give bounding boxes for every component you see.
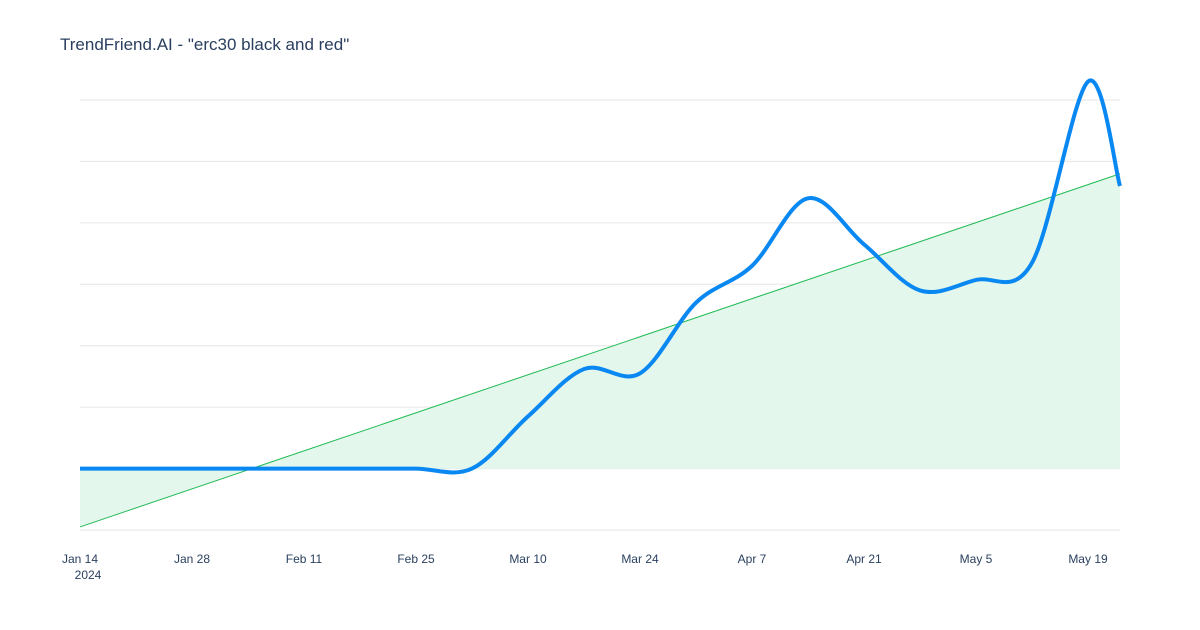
x-tick-label: May 5 bbox=[960, 552, 993, 566]
x-tick-label: Apr 7 bbox=[738, 552, 767, 566]
x-tick-label: Jan 14 bbox=[62, 552, 98, 566]
x-tick-label: Mar 10 bbox=[509, 552, 547, 566]
x-tick-label: Feb 11 bbox=[286, 552, 323, 566]
x-tick-label: Apr 21 bbox=[846, 552, 882, 566]
x-tick-label: Jan 28 bbox=[174, 552, 210, 566]
x-axis-ticks: Jan 14 Jan 28 Feb 11 Feb 25 Mar 10 Mar 24 Apr … bbox=[62, 552, 1108, 582]
x-tick-label: Feb 25 bbox=[397, 552, 435, 566]
x-tick-year-label: 2024 bbox=[75, 568, 102, 582]
main-series-line bbox=[80, 78, 1122, 475]
x-tick-label: May 19 bbox=[1068, 552, 1108, 566]
x-tick-label: Mar 24 bbox=[621, 552, 659, 566]
series-layer bbox=[80, 78, 1122, 475]
chart-title: TrendFriend.AI - "erc30 black and red" bbox=[60, 35, 349, 54]
